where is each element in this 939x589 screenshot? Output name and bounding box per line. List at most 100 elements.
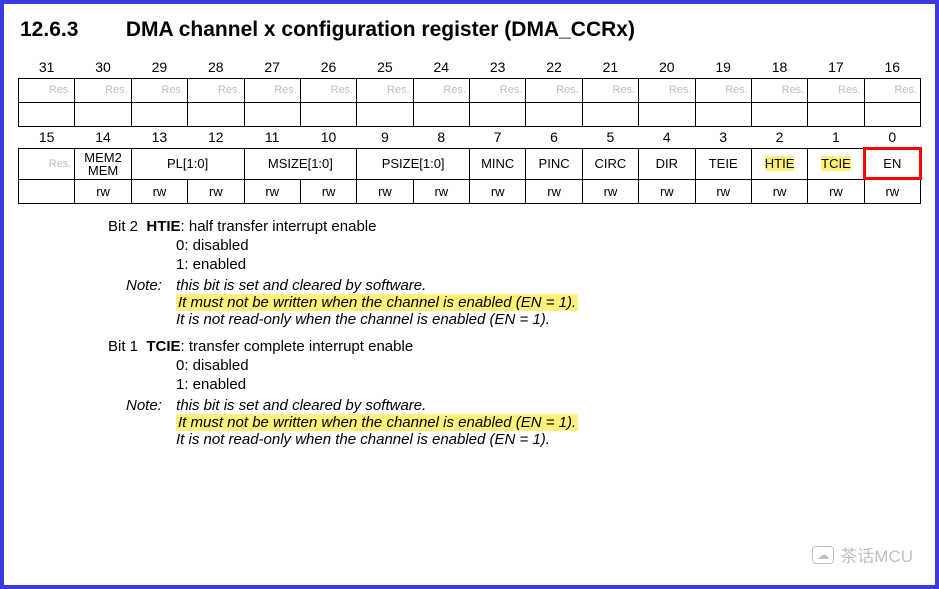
field-tcie: TCIE: [808, 148, 864, 179]
bitnum: 19: [695, 56, 751, 78]
highlight-text: It must not be written when the channel …: [176, 294, 578, 311]
note-line1: this bit is set and cleared by software.: [176, 397, 426, 414]
bit2-v0: 0: disabled: [176, 237, 891, 254]
highlight: HTIE: [765, 156, 795, 171]
field-circ: CIRC: [582, 148, 638, 179]
section-heading: 12.6.3 DMA channel x configuration regis…: [20, 18, 921, 42]
field-msize: MSIZE[1:0]: [244, 148, 357, 179]
field-minc: MINC: [470, 148, 526, 179]
bitnum: 9: [357, 126, 413, 148]
bit-label: Bit 1: [108, 338, 138, 355]
rw-cell: rw: [864, 179, 920, 203]
bitnum: 31: [19, 56, 75, 78]
field-pinc: PINC: [526, 148, 582, 179]
bitnum: 20: [639, 56, 695, 78]
bitnum: 4: [639, 126, 695, 148]
rw-cell: rw: [413, 179, 469, 203]
bitnum: 21: [582, 56, 638, 78]
reserved-cell: Res.: [808, 78, 864, 102]
field-pl: PL[1:0]: [131, 148, 244, 179]
bit2-v1: 1: enabled: [176, 256, 891, 273]
bitnum: 5: [582, 126, 638, 148]
rw-cell: rw: [300, 179, 356, 203]
rw-cell: rw: [695, 179, 751, 203]
bitnum: 28: [188, 56, 244, 78]
field-en: EN: [864, 148, 920, 179]
rw-cell: rw: [131, 179, 187, 203]
bitnum: 30: [75, 56, 131, 78]
reserved-cell: Res.: [357, 78, 413, 102]
bit-rest: : half transfer interrupt enable: [181, 218, 377, 235]
reserved-cell: Res.: [695, 78, 751, 102]
bit2-note3: It is not read-only when the channel is …: [176, 311, 891, 328]
field-mem2mem: MEM2 MEM: [75, 148, 131, 179]
bitnum: 23: [470, 56, 526, 78]
register-bit-table: 31 30 29 28 27 26 25 24 23 22 21 20 19 1…: [18, 56, 921, 204]
bitnum: 22: [526, 56, 582, 78]
bitnum: 27: [244, 56, 300, 78]
reserved-cell: Res.: [526, 78, 582, 102]
bitnum: 0: [864, 126, 920, 148]
bit-row-low: 15 14 13 12 11 10 9 8 7 6 5 4 3 2 1 0: [19, 126, 921, 148]
rw-cell: rw: [244, 179, 300, 203]
bit-descriptions: Bit 2 HTIE: half transfer interrupt enab…: [108, 218, 891, 448]
reserved-row-high: Res. Res. Res. Res. Res. Res. Res. Res. …: [19, 78, 921, 102]
bit2-note2: It must not be written when the channel …: [176, 294, 891, 311]
bitnum: 10: [300, 126, 356, 148]
watermark: ☁ 茶话MCU: [812, 542, 913, 567]
bit1-v1: 1: enabled: [176, 376, 891, 393]
bitnum: 14: [75, 126, 131, 148]
field-teie: TEIE: [695, 148, 751, 179]
bit-name: HTIE: [146, 218, 180, 235]
bit2-head: Bit 2 HTIE: half transfer interrupt enab…: [108, 218, 891, 235]
watermark-text: 茶话MCU: [840, 542, 913, 567]
rw-row: rw rw rw rw rw rw rw rw rw rw rw rw rw r…: [19, 179, 921, 203]
bitnum: 3: [695, 126, 751, 148]
reserved-cell: Res.: [864, 78, 920, 102]
bitnum: 25: [357, 56, 413, 78]
reserved-cell: Res.: [300, 78, 356, 102]
note-line1: this bit is set and cleared by software.: [176, 277, 426, 294]
bit2-desc: Bit 2 HTIE: half transfer interrupt enab…: [108, 218, 891, 328]
rw-cell: rw: [357, 179, 413, 203]
wechat-icon: ☁: [812, 546, 834, 564]
empty-row: [19, 102, 921, 126]
bitnum: 8: [413, 126, 469, 148]
bit2-note: Note: this bit is set and cleared by sof…: [126, 277, 891, 294]
rw-cell: rw: [639, 179, 695, 203]
register-doc-frame: 12.6.3 DMA channel x configuration regis…: [0, 0, 939, 589]
reserved-cell: Res.: [244, 78, 300, 102]
bitnum: 18: [751, 56, 807, 78]
note-label: Note:: [126, 397, 172, 414]
note-label: Note:: [126, 277, 172, 294]
reserved-cell: Res.: [751, 78, 807, 102]
bit-name: TCIE: [146, 338, 180, 355]
rw-cell: rw: [188, 179, 244, 203]
bitnum: 13: [131, 126, 187, 148]
bitnum: 12: [188, 126, 244, 148]
rw-empty: [19, 179, 75, 203]
bit-label: Bit 2: [108, 218, 138, 235]
reserved-cell: Res.: [131, 78, 187, 102]
reserved-cell: Res.: [470, 78, 526, 102]
field-htie: HTIE: [751, 148, 807, 179]
bit-row-high: 31 30 29 28 27 26 25 24 23 22 21 20 19 1…: [19, 56, 921, 78]
bitnum: 2: [751, 126, 807, 148]
bitnum: 24: [413, 56, 469, 78]
bit1-desc: Bit 1 TCIE: transfer complete interrupt …: [108, 338, 891, 448]
highlight-text: It must not be written when the channel …: [176, 414, 578, 431]
bitnum: 7: [470, 126, 526, 148]
bitnum: 17: [808, 56, 864, 78]
section-title-text: DMA channel x configuration register (DM…: [126, 18, 635, 41]
reserved-cell: Res.: [639, 78, 695, 102]
bitnum: 26: [300, 56, 356, 78]
reserved-cell: Res.: [75, 78, 131, 102]
field-psize: PSIZE[1:0]: [357, 148, 470, 179]
bit-rest: : transfer complete interrupt enable: [181, 338, 414, 355]
bitnum: 29: [131, 56, 187, 78]
bit1-note: Note: this bit is set and cleared by sof…: [126, 397, 891, 414]
reserved-cell: Res.: [582, 78, 638, 102]
section-number: 12.6.3: [20, 18, 120, 42]
field-row: Res. MEM2 MEM PL[1:0] MSIZE[1:0] PSIZE[1…: [19, 148, 921, 179]
field-dir: DIR: [639, 148, 695, 179]
